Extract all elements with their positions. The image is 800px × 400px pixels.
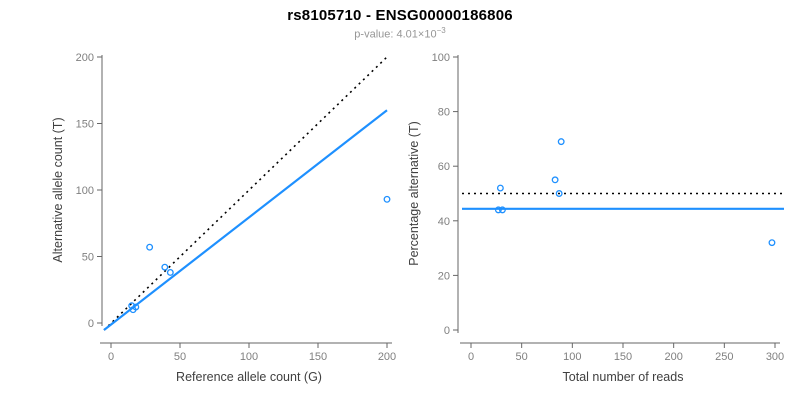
pvalue-text: p-value: 4.01×10: [354, 28, 437, 41]
data-point: [161, 263, 169, 271]
x-tick-label: 100: [240, 351, 258, 363]
figure-title: rs8105710 - ENSG00000186806: [287, 7, 513, 24]
x-tick-label: 50: [174, 351, 186, 363]
data-point: [557, 138, 565, 146]
pvalue-exponent: −3: [436, 26, 446, 35]
x-tick-label: 0: [108, 351, 114, 363]
data-point: [498, 206, 506, 214]
x-axis-title: Total number of reads: [563, 370, 684, 384]
x-tick-label: 150: [614, 351, 632, 363]
x-tick-label: 200: [664, 351, 682, 363]
data-point: [555, 190, 563, 197]
y-axis-title: Alternative allele count (T): [51, 117, 65, 262]
y-tick-label: 100: [76, 185, 94, 197]
y-tick-label: 20: [438, 270, 450, 282]
data-point: [551, 176, 559, 184]
fitted-slope-line: [103, 109, 388, 331]
data-point: [494, 206, 502, 214]
x-tick-label: 100: [563, 351, 581, 363]
x-tick-label: 0: [468, 351, 474, 363]
x-tick-label: 200: [378, 351, 396, 363]
y-axis-title: Percentage alternative (T): [407, 121, 421, 266]
x-tick-label: 50: [516, 351, 528, 363]
y-tick-label: 0: [444, 325, 450, 337]
data-point: [166, 269, 174, 276]
data-point: [132, 303, 140, 311]
y-tick-label: 60: [438, 161, 450, 173]
figure-subtitle: p-value: 4.01×10−3: [0, 26, 800, 41]
data-point: [496, 184, 504, 192]
x-axis-title: Reference allele count (G): [176, 370, 322, 384]
x-tick-label: 250: [715, 351, 733, 363]
y-tick-label: 200: [76, 52, 94, 64]
identity-null-line: [103, 56, 388, 331]
data-point: [383, 195, 391, 203]
data-point: [128, 302, 136, 310]
y-tick-label: 100: [432, 52, 450, 64]
y-tick-label: 0: [88, 318, 94, 330]
y-tick-label: 80: [438, 107, 450, 119]
x-tick-label: 150: [309, 351, 327, 363]
y-tick-label: 40: [438, 216, 450, 228]
y-tick-label: 150: [76, 119, 94, 131]
data-point: [768, 239, 776, 247]
y-tick-label: 50: [82, 252, 94, 264]
data-point: [146, 243, 154, 251]
x-tick-label: 300: [766, 351, 784, 363]
